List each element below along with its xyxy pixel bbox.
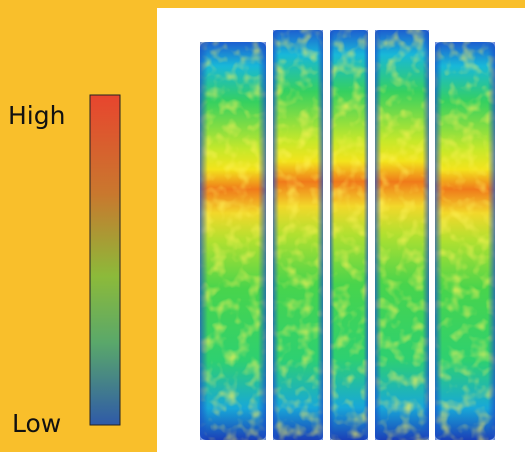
colorbar-low-label: Low: [12, 409, 61, 438]
colorbar: [89, 94, 121, 426]
rib-edge: [375, 30, 429, 440]
tread-heatmap: [200, 30, 495, 440]
rib-edge: [435, 42, 495, 440]
rib-edge: [273, 30, 323, 440]
colorbar-high-label: High: [8, 101, 65, 130]
rib-edge: [330, 30, 368, 440]
rib-edge: [200, 42, 266, 440]
